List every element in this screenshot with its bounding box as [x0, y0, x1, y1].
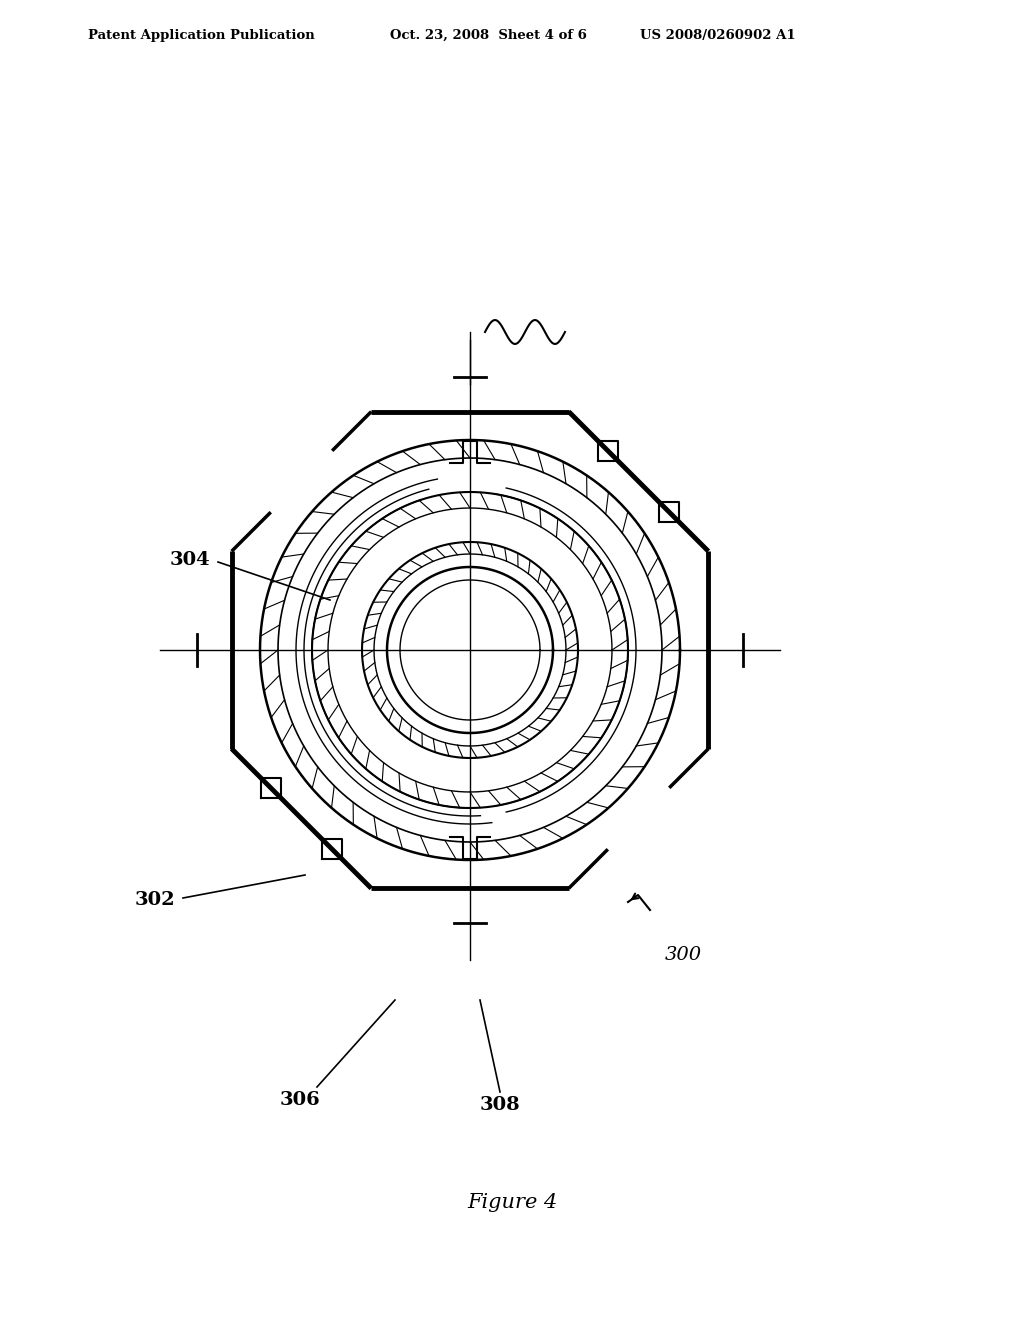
Text: 300: 300 — [665, 946, 702, 964]
Text: 304: 304 — [169, 550, 210, 569]
Text: 308: 308 — [479, 1096, 520, 1114]
Text: 306: 306 — [280, 1092, 321, 1109]
Text: Patent Application Publication: Patent Application Publication — [88, 29, 314, 41]
Text: 302: 302 — [134, 891, 175, 909]
Text: Oct. 23, 2008  Sheet 4 of 6: Oct. 23, 2008 Sheet 4 of 6 — [390, 29, 587, 41]
Text: US 2008/0260902 A1: US 2008/0260902 A1 — [640, 29, 796, 41]
Text: Figure 4: Figure 4 — [467, 1192, 557, 1212]
